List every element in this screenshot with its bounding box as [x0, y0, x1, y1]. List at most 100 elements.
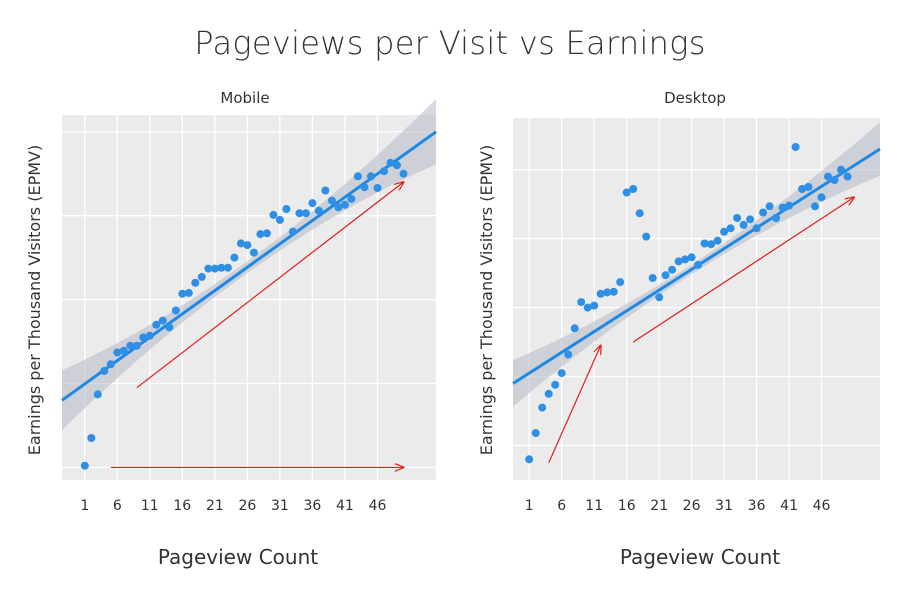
mobile-data-point — [360, 183, 369, 192]
desktop-data-point — [798, 185, 807, 193]
desktop-data-point — [674, 257, 683, 266]
desktop-data-point — [765, 202, 774, 211]
mobile-data-point — [184, 288, 193, 297]
mobile-annotation-arrows — [110, 182, 404, 467]
mobile-gridlines — [62, 115, 436, 480]
desktop-x-tick-label: 1 — [525, 498, 534, 514]
mobile-data-point — [249, 248, 258, 257]
desktop-annotation-arrow — [632, 197, 854, 343]
mobile-data-point — [308, 199, 317, 208]
desktop-data-point — [843, 172, 852, 181]
desktop-annotation-arrows — [548, 197, 854, 464]
mobile-data-point — [321, 186, 330, 195]
mobile-x-tick-label: 36 — [303, 498, 321, 514]
desktop-data-point — [564, 350, 573, 359]
desktop-data-point — [752, 224, 761, 233]
desktop-data-point — [720, 227, 729, 236]
mobile-y-axis-label: Earnings per Thousand Visitors (EPMV) — [25, 145, 44, 455]
figure-title: Pageviews per Visit vs Earnings — [194, 24, 706, 62]
desktop-data-point — [700, 239, 709, 248]
mobile-x-ticks: 1 6 11 16 21 26 31 36 41 46 — [80, 498, 386, 514]
desktop-data-point — [642, 232, 651, 241]
mobile-data-point — [295, 209, 304, 218]
desktop-data-point — [837, 165, 845, 174]
desktop-gridlines — [513, 118, 880, 480]
desktop-data-point — [804, 183, 813, 191]
mobile-data-point — [113, 348, 122, 357]
mobile-data-point — [158, 316, 167, 325]
mobile-x-tick-label: 6 — [113, 498, 122, 514]
mobile-panel: 1 6 11 16 21 26 31 36 41 46 Mobile Pageview Count… — [25, 89, 437, 569]
mobile-data-point — [393, 161, 401, 170]
desktop-data-point — [629, 185, 638, 193]
mobile-data-point — [171, 306, 180, 315]
desktop-data-point — [687, 253, 696, 262]
desktop-data-point — [694, 260, 703, 269]
mobile-data-point — [373, 184, 382, 192]
desktop-y-axis-label: Earnings per Thousand Visitors (EPMV) — [477, 145, 496, 455]
mobile-data-point — [282, 205, 291, 213]
mobile-subplot-title: Mobile — [220, 89, 269, 107]
mobile-data-point — [347, 194, 356, 203]
mobile-data-point — [301, 209, 310, 218]
desktop-data-point — [635, 209, 644, 218]
mobile-data-point — [93, 390, 102, 399]
mobile-x-tick-label: 11 — [141, 498, 159, 514]
desktop-data-point — [596, 289, 605, 298]
mobile-data-point — [126, 341, 135, 350]
desktop-x-tick-label: 6 — [557, 498, 566, 514]
mobile-data-point — [243, 241, 252, 250]
mobile-data-point — [380, 167, 388, 176]
desktop-x-tick-label: 36 — [748, 498, 766, 514]
desktop-x-tick-label: 21 — [650, 498, 668, 514]
desktop-data-point — [726, 224, 735, 233]
mobile-points — [80, 158, 408, 470]
desktop-data-point — [811, 202, 819, 211]
desktop-data-point — [648, 274, 657, 282]
mobile-data-point — [191, 278, 200, 287]
desktop-data-point — [590, 301, 599, 310]
mobile-data-point — [210, 264, 219, 273]
desktop-data-point — [661, 271, 670, 280]
desktop-data-point — [551, 380, 560, 389]
mobile-data-point — [288, 227, 297, 236]
desktop-data-point — [681, 255, 690, 264]
mobile-data-point — [353, 172, 362, 181]
desktop-data-point — [733, 214, 742, 222]
desktop-data-point — [622, 188, 631, 197]
mobile-data-point — [386, 158, 395, 167]
mobile-x-tick-label: 16 — [173, 498, 191, 514]
desktop-data-point — [739, 220, 748, 229]
mobile-data-point — [327, 196, 336, 205]
desktop-data-point — [616, 278, 625, 287]
desktop-panel: 1 6 11 16 21 26 31 36 41 46 Desktop Pageview Coun… — [477, 89, 881, 569]
mobile-data-point — [165, 323, 174, 332]
desktop-subplot-title: Desktop — [664, 89, 726, 107]
mobile-x-axis-label: Pageview Count — [158, 545, 318, 569]
desktop-x-tick-label: 41 — [780, 498, 798, 514]
desktop-data-point — [668, 265, 677, 274]
mobile-data-point — [223, 263, 232, 272]
mobile-data-point — [399, 169, 408, 178]
desktop-data-point — [570, 324, 579, 333]
mobile-data-point — [152, 320, 161, 329]
desktop-data-point — [538, 403, 547, 412]
desktop-data-point — [707, 240, 716, 249]
desktop-data-point — [525, 455, 534, 464]
mobile-x-tick-label: 31 — [271, 498, 289, 514]
desktop-x-axis-label: Pageview Count — [620, 545, 780, 569]
mobile-data-point — [275, 215, 284, 224]
desktop-data-point — [778, 203, 787, 212]
desktop-data-point — [713, 236, 722, 245]
mobile-data-point — [256, 230, 265, 239]
desktop-x-tick-label: 46 — [813, 498, 831, 514]
desktop-data-point — [817, 193, 826, 202]
mobile-data-point — [367, 172, 375, 181]
mobile-data-point — [314, 206, 323, 215]
desktop-x-tick-label: 16 — [618, 498, 636, 514]
mobile-data-point — [106, 360, 115, 369]
mobile-data-point — [87, 434, 96, 442]
desktop-x-tick-label: 31 — [715, 498, 733, 514]
desktop-data-point — [824, 172, 832, 181]
